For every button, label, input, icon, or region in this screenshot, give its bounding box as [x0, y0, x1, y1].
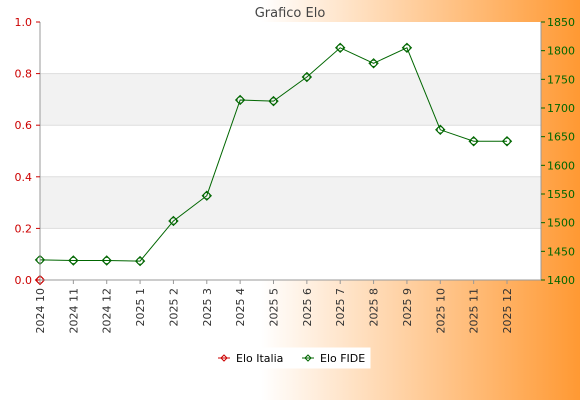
legend: Elo Italia Elo FIDE — [211, 347, 371, 369]
legend-box — [211, 347, 371, 369]
y-right-tick-label: 1750 — [547, 73, 575, 86]
y-left-tick-label: 0.0 — [15, 274, 33, 287]
legend-label: Elo FIDE — [320, 352, 365, 365]
x-tick-label: 2024 12 — [101, 288, 114, 334]
x-tick-label: 2025 7 — [334, 288, 347, 327]
x-tick-label: 2025 10 — [434, 288, 447, 334]
x-tick-label: 2025 3 — [201, 288, 214, 327]
data-point-ring — [69, 256, 78, 265]
x-tick-label: 2025 9 — [401, 288, 414, 327]
x-tick-label: 2025 4 — [234, 288, 247, 327]
x-tick-label: 2025 5 — [268, 288, 281, 327]
data-point-ring — [236, 96, 244, 104]
data-point-ring — [136, 257, 144, 265]
legend-swatch-marker — [220, 354, 228, 362]
grid-band — [40, 176, 541, 229]
x-tick-label: 2025 11 — [468, 288, 481, 334]
y-left-tick-label: 0.4 — [15, 171, 33, 184]
y-left-tick-label: 0.6 — [15, 119, 33, 132]
plot-background — [40, 22, 541, 280]
y-right-tick-label: 1500 — [547, 217, 575, 230]
plot-area — [40, 22, 541, 280]
x-tick-label: 2025 1 — [134, 288, 147, 327]
x-tick-label: 2025 2 — [167, 288, 180, 327]
data-point-ring — [336, 44, 344, 52]
series-line-elo-fide — [39, 47, 507, 262]
legend-swatch-marker — [304, 354, 312, 362]
y-right-tick-label: 1650 — [547, 131, 575, 144]
series-layer — [34, 42, 513, 286]
grid-band — [40, 73, 541, 126]
x-tick-label: 2024 10 — [34, 288, 47, 334]
y-left-tick-label: 0.8 — [15, 68, 33, 81]
y-right-tick-label: 1850 — [547, 16, 575, 29]
x-tick-label: 2025 6 — [301, 288, 314, 327]
data-point-ring — [103, 256, 111, 265]
chart-title: Grafico Elo — [255, 6, 326, 21]
data-point-ring — [303, 73, 311, 81]
y-right-tick-label: 1450 — [547, 245, 575, 258]
y-right-tick-label: 1700 — [547, 102, 575, 115]
x-tick-label: 2025 8 — [368, 288, 381, 327]
data-point-ring — [403, 44, 411, 52]
y-right-tick-label: 1400 — [547, 274, 575, 287]
y-left-tick-label: 1.0 — [15, 16, 33, 29]
data-point-ring — [469, 137, 478, 145]
data-point-ring — [369, 59, 378, 67]
data-point-ring — [169, 217, 178, 225]
x-tick-label: 2024 11 — [67, 288, 80, 334]
y-left-tick-label: 0.2 — [15, 222, 33, 235]
y-right-tick-label: 1600 — [547, 159, 575, 172]
data-point-ring — [269, 97, 278, 105]
data-point-ring — [203, 192, 211, 200]
grid-bands — [40, 73, 541, 281]
data-point-ring — [503, 137, 511, 145]
x-tick-label: 2025 12 — [501, 288, 514, 334]
legend-label: Elo Italia — [236, 352, 283, 365]
y-right-tick-label: 1800 — [547, 45, 575, 58]
y-right-tick-label: 1550 — [547, 188, 575, 201]
axes: 0.0 0.2 0.4 0.6 0.8 1.0 1400 1450 1500 1550 1600 16… — [15, 16, 576, 334]
data-point-ring — [436, 126, 444, 134]
